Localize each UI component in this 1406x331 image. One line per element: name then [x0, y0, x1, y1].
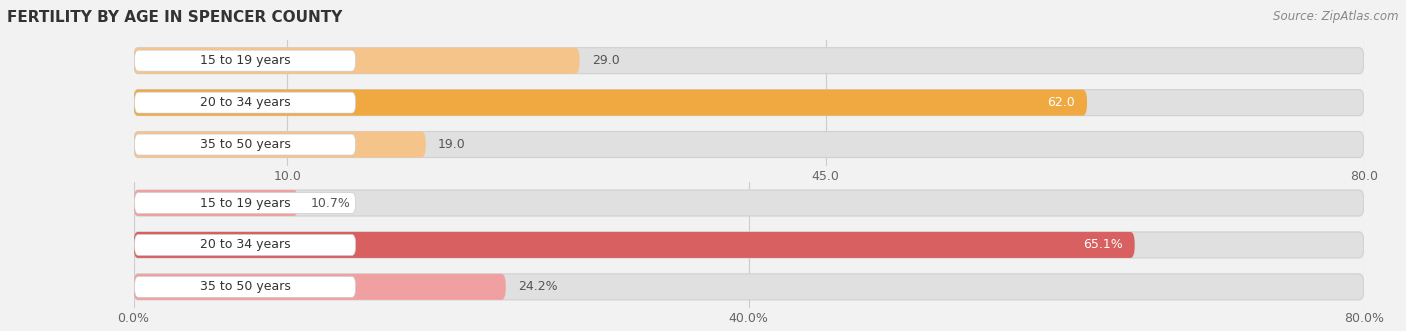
FancyBboxPatch shape	[134, 90, 1364, 116]
FancyBboxPatch shape	[134, 48, 579, 74]
Text: 19.0: 19.0	[439, 138, 465, 151]
Text: 29.0: 29.0	[592, 54, 620, 67]
FancyBboxPatch shape	[134, 131, 1364, 158]
FancyBboxPatch shape	[134, 232, 1364, 258]
Text: 24.2%: 24.2%	[517, 280, 558, 293]
Text: 35 to 50 years: 35 to 50 years	[200, 280, 291, 293]
FancyBboxPatch shape	[134, 274, 1364, 300]
FancyBboxPatch shape	[134, 131, 426, 158]
Text: 35 to 50 years: 35 to 50 years	[200, 138, 291, 151]
FancyBboxPatch shape	[135, 92, 356, 113]
FancyBboxPatch shape	[135, 50, 356, 71]
FancyBboxPatch shape	[134, 190, 1364, 216]
Text: 15 to 19 years: 15 to 19 years	[200, 54, 291, 67]
FancyBboxPatch shape	[134, 48, 1364, 74]
FancyBboxPatch shape	[134, 232, 1135, 258]
Text: 15 to 19 years: 15 to 19 years	[200, 197, 291, 210]
Text: 20 to 34 years: 20 to 34 years	[200, 96, 291, 109]
Text: 62.0: 62.0	[1047, 96, 1074, 109]
FancyBboxPatch shape	[134, 274, 506, 300]
Text: 20 to 34 years: 20 to 34 years	[200, 238, 291, 252]
Text: 10.7%: 10.7%	[311, 197, 350, 210]
Text: Source: ZipAtlas.com: Source: ZipAtlas.com	[1274, 10, 1399, 23]
FancyBboxPatch shape	[135, 276, 356, 297]
Text: 65.1%: 65.1%	[1083, 238, 1122, 252]
FancyBboxPatch shape	[135, 134, 356, 155]
FancyBboxPatch shape	[134, 90, 1087, 116]
FancyBboxPatch shape	[134, 190, 298, 216]
Text: FERTILITY BY AGE IN SPENCER COUNTY: FERTILITY BY AGE IN SPENCER COUNTY	[7, 10, 343, 25]
FancyBboxPatch shape	[135, 234, 356, 256]
FancyBboxPatch shape	[135, 193, 356, 213]
